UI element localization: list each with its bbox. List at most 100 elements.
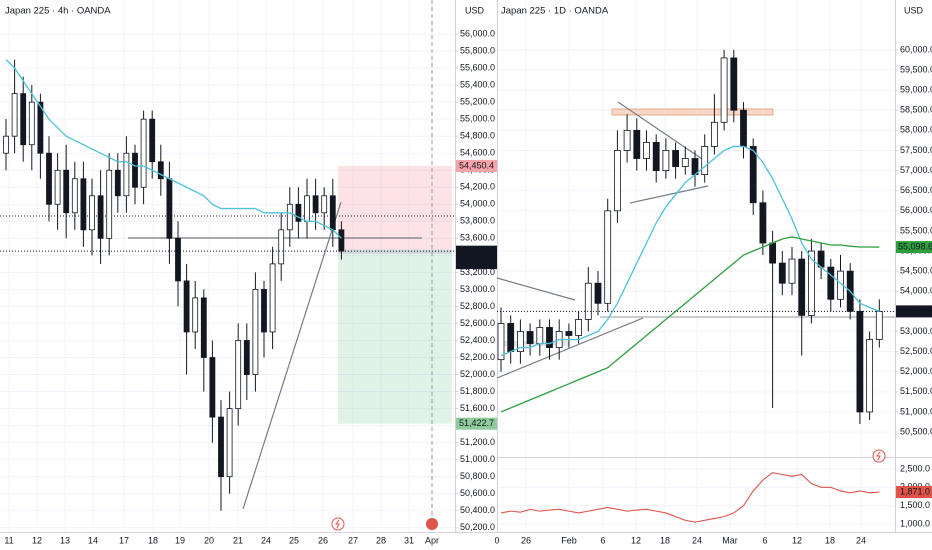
trend-line: [242, 201, 342, 510]
y-tick-label: 52,000.0: [460, 369, 495, 379]
countdown: 14:52:53: [899, 306, 932, 316]
y-tick-label: 53,600.0: [460, 233, 495, 243]
candle-body: [226, 408, 233, 478]
candle-body: [866, 339, 873, 413]
candle-body: [200, 297, 207, 358]
y-tick-label: 53,000.0: [900, 326, 932, 336]
y-tick-label: 54,200.0: [460, 182, 495, 192]
candle-body: [3, 135, 9, 154]
candle-body: [584, 282, 592, 320]
candle-body: [183, 280, 190, 333]
y-tick-label: 51,500.0: [900, 386, 932, 396]
candle-body: [808, 250, 815, 316]
trend-line: [496, 277, 576, 301]
x-tick-label: 27: [348, 535, 358, 545]
y-tick-label: 57,000.0: [900, 165, 932, 175]
x-tick-label: Mar: [722, 535, 738, 545]
candle-body: [701, 146, 709, 175]
candle-body: [71, 178, 78, 214]
candle-body: [114, 169, 121, 197]
candle-body: [614, 150, 621, 212]
candle-body: [526, 331, 534, 344]
candle-body: [20, 93, 27, 146]
y-tick-label: 51,800.0: [460, 386, 495, 396]
x-tick-label: 12: [631, 535, 641, 545]
candle-body: [80, 178, 87, 231]
x-tick-label: 12: [792, 535, 802, 545]
candle-body: [269, 263, 276, 333]
candle-body: [63, 169, 70, 214]
y-tick-label: 59,500.0: [900, 64, 932, 74]
candle-body: [218, 416, 224, 478]
y-tick-label: 57,500.0: [900, 145, 932, 155]
candle-body: [329, 195, 336, 231]
x-tick-label: Feb: [561, 535, 577, 545]
candle-body: [507, 323, 515, 353]
x-tick-label: 0: [494, 535, 499, 545]
y-tick-label: 55,800.0: [460, 45, 495, 55]
candle-body: [261, 289, 267, 333]
moving-average: [500, 145, 880, 357]
candle-body: [312, 195, 319, 214]
candle-body: [730, 57, 738, 111]
candle-body: [157, 161, 164, 180]
candle-body: [749, 146, 757, 204]
candle-body: [681, 158, 689, 167]
y-tick-label: 56,500.0: [900, 185, 932, 195]
y-tick-label: 50,200.0: [460, 522, 495, 532]
y-tick-label: 52,400.0: [460, 335, 495, 345]
price-label-bg: [456, 245, 497, 258]
y-tick-label: 54,600.0: [460, 148, 495, 158]
flag-icon[interactable]: [426, 518, 438, 530]
y-tick-label: 1,000.0: [900, 518, 930, 528]
risk-zone: [338, 165, 452, 252]
candle-body: [106, 169, 113, 239]
x-tick-label: 19: [175, 535, 185, 545]
candle-body: [778, 262, 786, 284]
y-tick-label: 52,500.0: [900, 346, 932, 356]
y-tick-label: 54,500.0: [900, 266, 932, 276]
countdown: 02:52:53: [459, 257, 494, 267]
candle-body: [633, 129, 641, 159]
x-tick-label: 18: [660, 535, 670, 545]
candle-body: [565, 331, 573, 336]
countdown-bg: [456, 257, 497, 270]
x-tick-label: 24: [692, 535, 702, 545]
x-tick-label: 20: [204, 535, 214, 545]
x-tick-label: 24: [856, 535, 866, 545]
x-tick-label: 17: [119, 535, 129, 545]
price-label: 54,450.4: [459, 160, 494, 170]
x-tick-label: 28: [376, 535, 386, 545]
x-tick-label: Apr: [425, 535, 439, 545]
x-tick-label: 26: [521, 535, 531, 545]
y-tick-label: 52,200.0: [460, 352, 495, 362]
candle-body: [278, 229, 285, 265]
candle-body: [517, 331, 524, 353]
candle-body: [304, 195, 310, 222]
y-tick-label: 58,500.0: [900, 105, 932, 115]
event-icon-glyph: [335, 519, 340, 529]
y-tick-label: 50,800.0: [460, 471, 495, 481]
candle-body: [788, 258, 796, 284]
layer: [0, 0, 898, 532]
candle-body: [97, 195, 104, 239]
indicator-line: [500, 472, 880, 523]
y-tick-label: 51,000.0: [460, 454, 495, 464]
candle-body: [252, 289, 259, 375]
candle-body: [643, 142, 650, 159]
y-tick-label: 60,000.0: [900, 44, 932, 54]
candle-body: [575, 319, 582, 336]
candle-body: [875, 310, 883, 340]
y-tick-label: 53,200.0: [460, 267, 495, 277]
y-tick-label: 1,500.0: [900, 500, 930, 510]
candle-body: [827, 266, 835, 300]
trend-line: [496, 317, 644, 379]
candle-body: [209, 357, 216, 418]
candle-body: [720, 57, 728, 123]
x-tick-label: 6: [600, 535, 605, 545]
y-tick-label: 55,400.0: [460, 79, 495, 89]
candle-body: [711, 121, 718, 147]
price-label-bg: [456, 159, 497, 172]
reward-zone: [338, 251, 452, 424]
y-tick-label: 55,600.0: [460, 62, 495, 72]
